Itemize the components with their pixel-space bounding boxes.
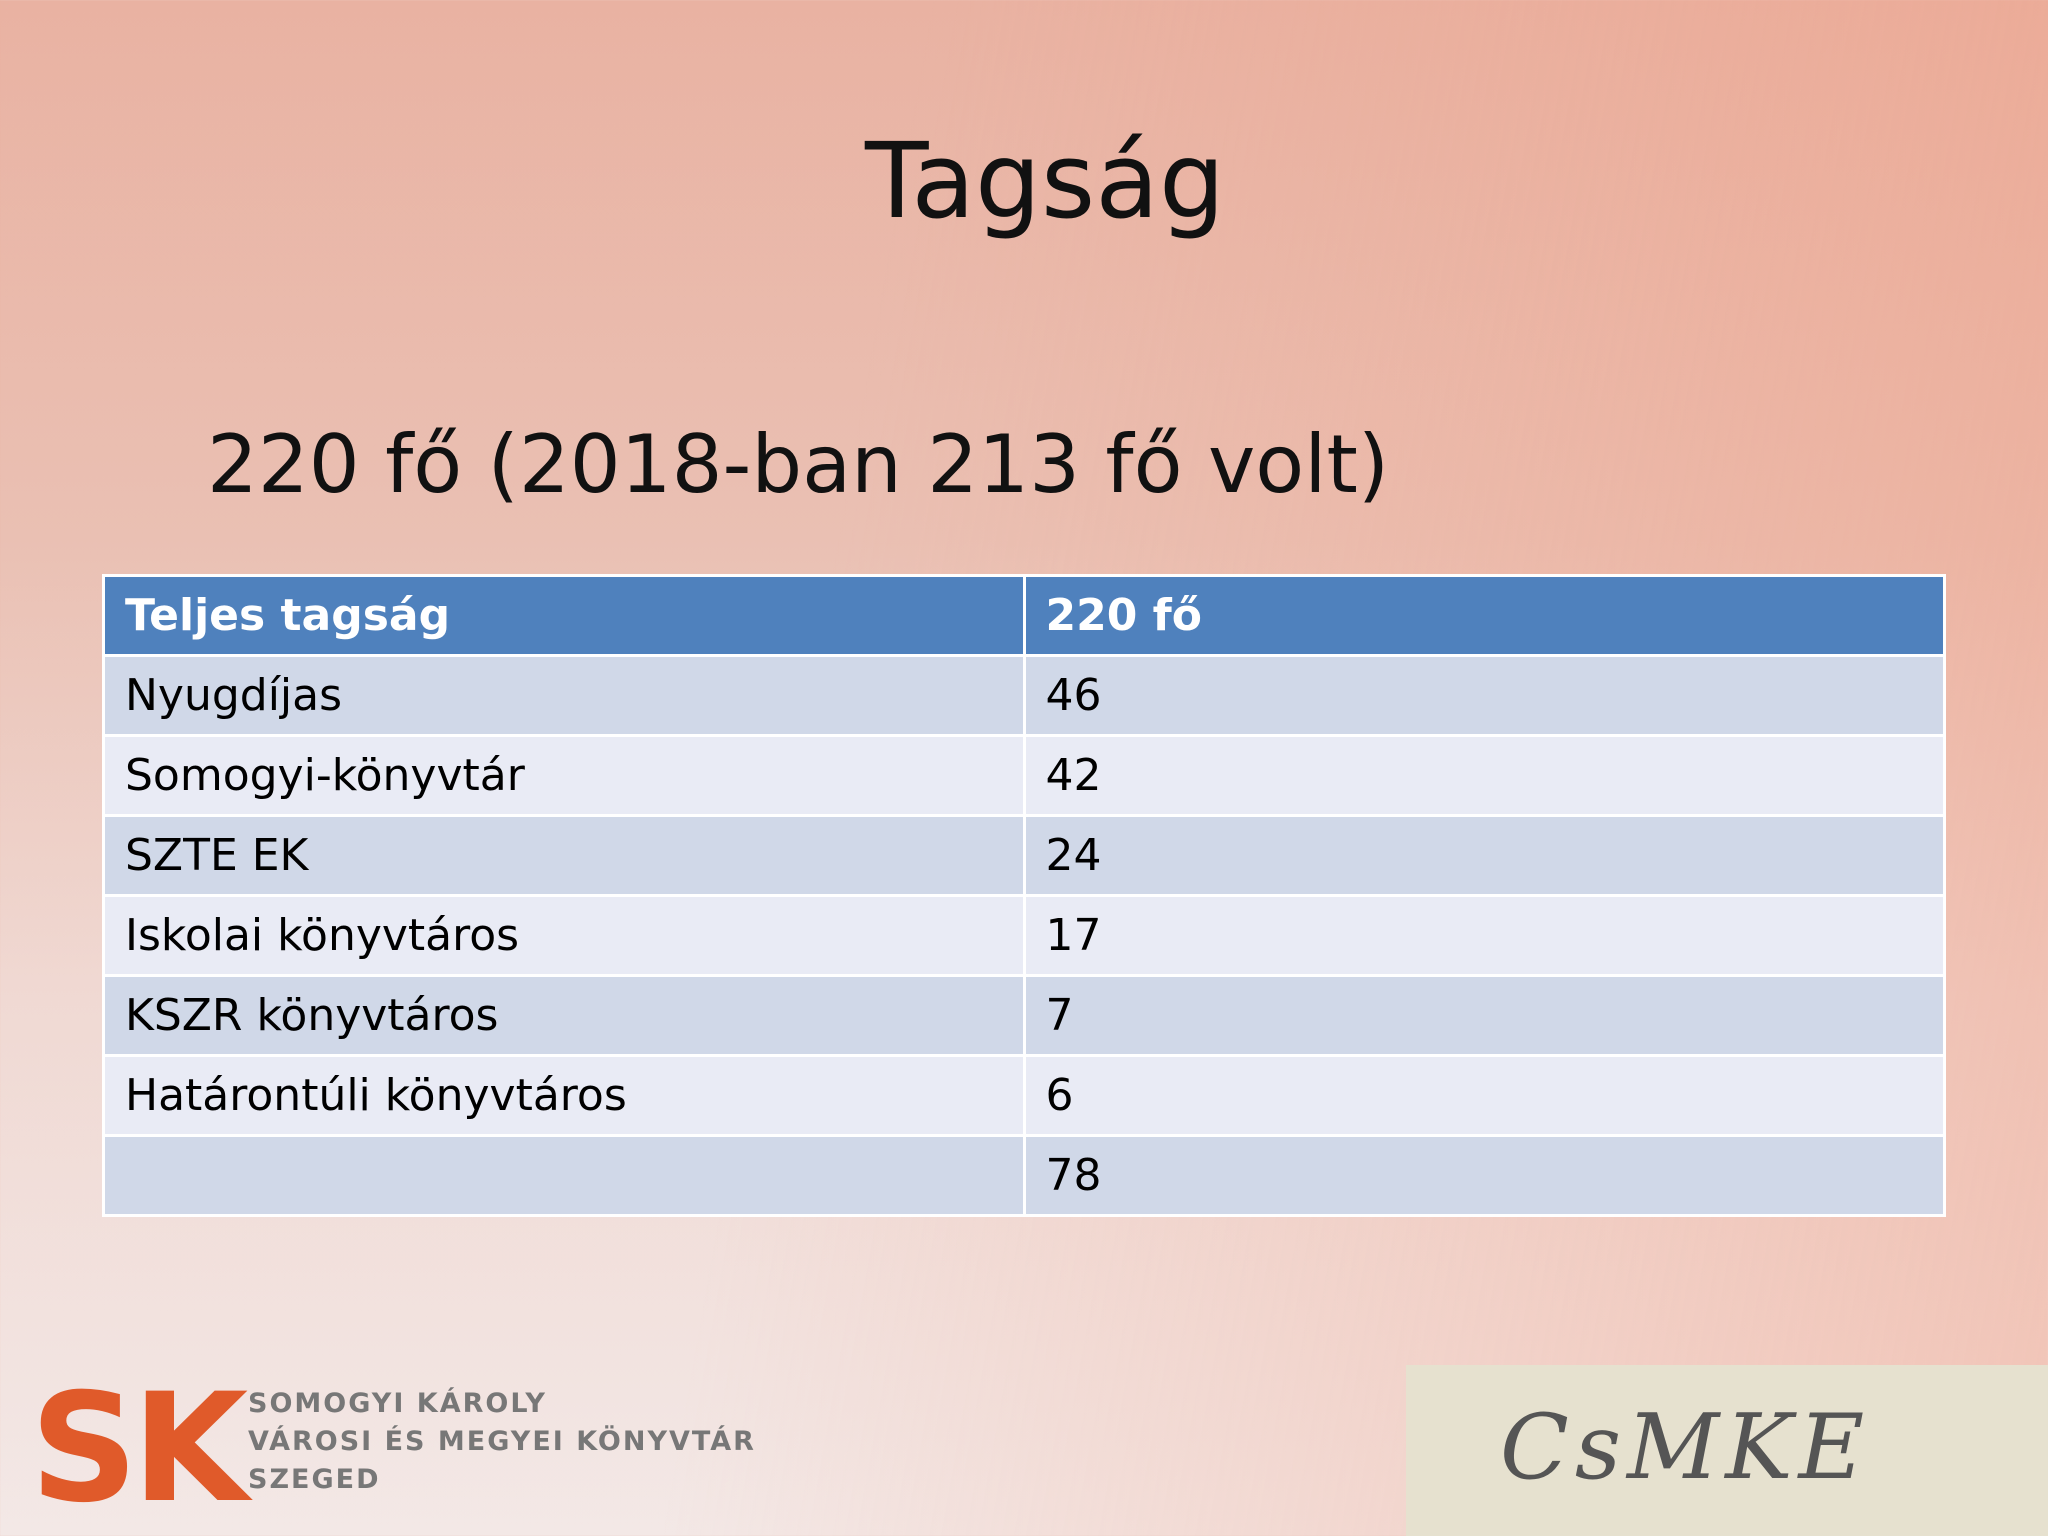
table-cell: 42 bbox=[1022, 734, 1946, 817]
table-cell: Iskolai könyvtáros bbox=[102, 894, 1026, 977]
header-row: Teljes tagság 220 fő bbox=[102, 574, 1946, 657]
membership-table: Teljes tagság 220 fő Nyugdíjas 46 Somogyi-… bbox=[102, 574, 1946, 1217]
logo-text: SZEGED bbox=[248, 1464, 381, 1495]
table-cell bbox=[102, 1134, 1026, 1217]
header-cell: 220 fő bbox=[1022, 574, 1946, 657]
table-row: 78 bbox=[102, 1134, 1946, 1217]
table-cell: 78 bbox=[1022, 1134, 1946, 1217]
table-row: Nyugdíjas 46 bbox=[102, 654, 1946, 737]
table-cell: SZTE EK bbox=[102, 814, 1026, 897]
subtitle: 220 fő (2018-ban 213 fő volt) bbox=[207, 418, 1390, 511]
table-body: Nyugdíjas 46 Somogyi-könyvtár 42 SZTE EK 24 Is… bbox=[102, 654, 1946, 1217]
table-row: KSZR könyvtáros 7 bbox=[102, 974, 1946, 1057]
logo-box bbox=[1406, 1365, 2048, 1536]
table-row: Határontúli könyvtáros 6 bbox=[102, 1054, 1946, 1137]
header-cell: Teljes tagság bbox=[102, 574, 1026, 657]
table-cell: KSZR könyvtáros bbox=[102, 974, 1026, 1057]
table-cell: 24 bbox=[1022, 814, 1946, 897]
table-cell: Somogyi-könyvtár bbox=[102, 734, 1026, 817]
logo-text: CsMKE bbox=[1500, 1395, 1871, 1500]
table-row: Iskolai könyvtáros 17 bbox=[102, 894, 1946, 977]
table-cell: 7 bbox=[1022, 974, 1946, 1057]
table-cell: 17 bbox=[1022, 894, 1946, 977]
table-cell: 6 bbox=[1022, 1054, 1946, 1137]
table-row: Somogyi-könyvtár 42 bbox=[102, 734, 1946, 817]
table-cell: Határontúli könyvtáros bbox=[102, 1054, 1026, 1137]
table-cell: Nyugdíjas bbox=[102, 654, 1026, 737]
logo-text: SOMOGYI KÁROLY bbox=[248, 1388, 547, 1419]
logo-mark: SK bbox=[30, 1362, 248, 1536]
table-row: SZTE EK 24 bbox=[102, 814, 1946, 897]
table-cell: 46 bbox=[1022, 654, 1946, 737]
logo-text: VÁROSI ÉS MEGYEI KÖNYVTÁR bbox=[248, 1426, 756, 1457]
slide-title: Tagság bbox=[865, 120, 1225, 242]
